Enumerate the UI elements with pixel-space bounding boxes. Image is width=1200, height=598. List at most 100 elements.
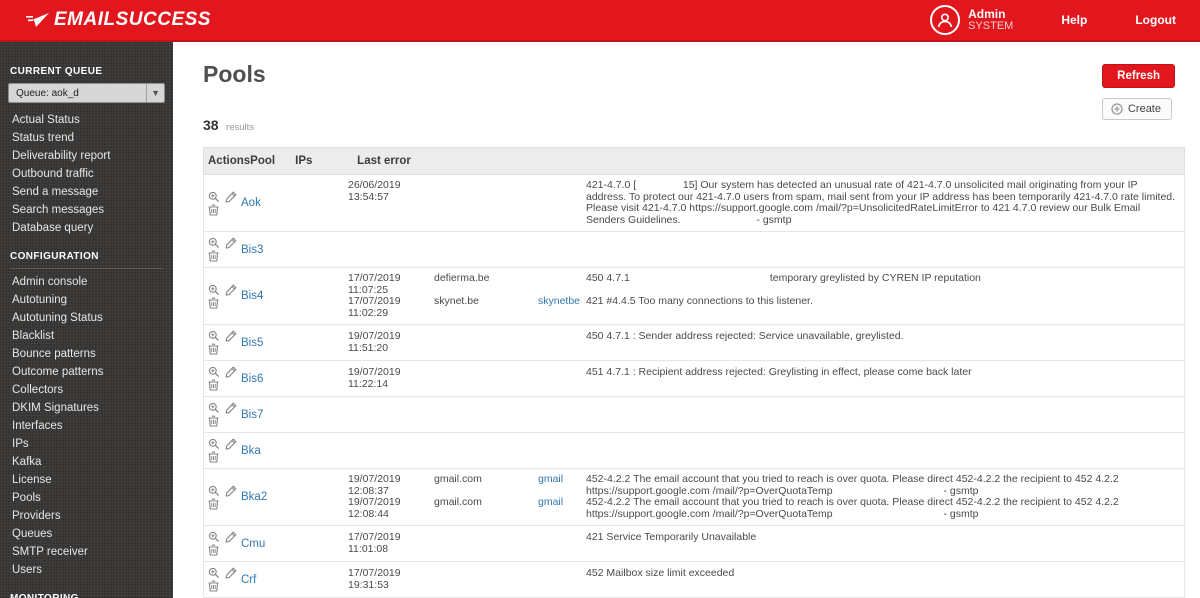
edit-icon[interactable] bbox=[225, 402, 238, 414]
sidebar-item-queues[interactable]: Queues bbox=[12, 528, 53, 540]
pool-link[interactable]: Crf bbox=[241, 573, 257, 586]
sidebar-item-providers[interactable]: Providers bbox=[12, 510, 61, 522]
provider-link[interactable]: skynetbe bbox=[538, 295, 581, 307]
error-domain: gmail.com bbox=[434, 496, 482, 508]
delete-icon[interactable] bbox=[208, 204, 221, 216]
results-summary: 38 results bbox=[203, 117, 1185, 135]
zoom-icon[interactable] bbox=[208, 567, 221, 579]
error-line: 17/07/2019 11:07:25 defierma.be 450 4.7.1 … bbox=[348, 272, 1178, 296]
pool-cell: Bis6 bbox=[241, 373, 286, 385]
last-error-cell: 17/07/2019 11:07:25 defierma.be 450 4.7.1 … bbox=[348, 272, 1184, 319]
sidebar-item-send-a-message[interactable]: Send a message bbox=[12, 186, 99, 198]
pool-link[interactable]: Bis7 bbox=[241, 408, 264, 421]
sidebar-item-dkim-signatures[interactable]: DKIM Signatures bbox=[12, 402, 99, 414]
pool-link[interactable]: Bis6 bbox=[241, 372, 264, 385]
help-link[interactable]: Help bbox=[1061, 13, 1088, 27]
provider-link[interactable]: gmail bbox=[538, 496, 564, 508]
table-body: Aok 26/06/2019 13:54:57 421-4.7.0 [ 15] Ou… bbox=[203, 175, 1185, 598]
sidebar-item-deliverability-report[interactable]: Deliverability report bbox=[12, 150, 111, 162]
sidebar-item-autotuning-status[interactable]: Autotuning Status bbox=[12, 312, 103, 324]
pool-link[interactable]: Bka bbox=[241, 444, 261, 457]
delete-icon[interactable] bbox=[208, 250, 221, 262]
delete-icon[interactable] bbox=[208, 580, 221, 592]
pool-link[interactable]: Bka2 bbox=[241, 491, 268, 503]
sidebar-item-bounce-patterns[interactable]: Bounce patterns bbox=[12, 348, 96, 360]
brand-name: EMAILSUCCESS bbox=[54, 9, 211, 30]
delete-icon[interactable] bbox=[208, 498, 221, 510]
edit-icon[interactable] bbox=[225, 567, 238, 579]
pool-link[interactable]: Aok bbox=[241, 197, 261, 209]
edit-icon[interactable] bbox=[225, 190, 238, 203]
table-row: Cmu 17/07/2019 11:01:08 421 Service Tempor… bbox=[204, 526, 1184, 562]
edit-icon[interactable] bbox=[225, 237, 238, 249]
zoom-icon[interactable] bbox=[208, 284, 221, 296]
pool-cell: Bis3 bbox=[241, 244, 286, 256]
queue-selector[interactable]: Queue: aok_d ▼ bbox=[8, 83, 165, 103]
zoom-icon[interactable] bbox=[208, 237, 221, 249]
pool-link[interactable]: Bis5 bbox=[241, 336, 264, 349]
create-button[interactable]: Create bbox=[1101, 98, 1172, 120]
sidebar-item-kafka[interactable]: Kafka bbox=[12, 456, 42, 468]
zoom-icon[interactable] bbox=[208, 330, 221, 342]
sidebar-item-search-messages[interactable]: Search messages bbox=[12, 204, 105, 216]
zoom-icon[interactable] bbox=[208, 191, 221, 203]
pool-link[interactable]: Cmu bbox=[241, 537, 266, 550]
logout-link[interactable]: Logout bbox=[1135, 13, 1176, 27]
sidebar-item-database-query[interactable]: Database query bbox=[12, 222, 94, 234]
paper-plane-icon bbox=[26, 13, 49, 27]
sidebar: CURRENT QUEUE Queue: aok_d ▼ Actual Stat… bbox=[0, 42, 173, 598]
sidebar-item-blacklist[interactable]: Blacklist bbox=[12, 330, 55, 342]
delete-icon[interactable] bbox=[208, 415, 221, 427]
edit-icon[interactable] bbox=[225, 531, 238, 543]
error-message: 452-4.2.2 The email account that you tri… bbox=[586, 473, 1122, 497]
row-actions bbox=[204, 567, 241, 592]
row-actions bbox=[204, 484, 241, 510]
user-avatar-icon[interactable] bbox=[930, 5, 961, 35]
sidebar-item-outcome-patterns[interactable]: Outcome patterns bbox=[12, 366, 104, 378]
zoom-icon[interactable] bbox=[208, 438, 221, 450]
edit-icon[interactable] bbox=[225, 438, 238, 450]
row-action-icons bbox=[208, 567, 241, 592]
error-timestamp: 17/07/2019 19:31:53 bbox=[348, 567, 401, 591]
delete-icon[interactable] bbox=[208, 451, 221, 463]
sidebar-section-monitoring: MONITORING Errors bbox=[0, 593, 173, 598]
sidebar-item-pools[interactable]: Pools bbox=[12, 492, 41, 504]
zoom-icon[interactable] bbox=[208, 485, 221, 497]
sidebar-item-interfaces[interactable]: Interfaces bbox=[12, 420, 63, 432]
sidebar-section-label: MONITORING bbox=[10, 593, 163, 598]
sidebar-item-actual-status[interactable]: Actual Status bbox=[12, 114, 80, 126]
delete-icon[interactable] bbox=[208, 297, 221, 309]
sidebar-item-autotuning[interactable]: Autotuning bbox=[12, 294, 67, 306]
edit-icon[interactable] bbox=[225, 283, 238, 296]
refresh-button[interactable]: Refresh bbox=[1102, 64, 1175, 88]
zoom-icon[interactable] bbox=[208, 402, 221, 414]
last-error-cell: 19/07/2019 11:22:14 451 4.7.1 : Recipient… bbox=[348, 366, 1184, 390]
table-row: Crf 17/07/2019 19:31:53 452 Mailbox size l… bbox=[204, 562, 1184, 598]
delete-icon[interactable] bbox=[208, 379, 221, 391]
sidebar-item-outbound-traffic[interactable]: Outbound traffic bbox=[12, 168, 94, 180]
user-identity[interactable]: Admin SYSTEM bbox=[968, 8, 1013, 32]
table-header: Actions Pool IPs Last error bbox=[203, 147, 1185, 175]
row-action-icons bbox=[208, 438, 241, 463]
pool-link[interactable]: Bis3 bbox=[241, 243, 264, 256]
sidebar-item-ips[interactable]: IPs bbox=[12, 438, 29, 450]
zoom-icon[interactable] bbox=[208, 531, 221, 543]
sidebar-item-license[interactable]: License bbox=[12, 474, 52, 486]
edit-icon[interactable] bbox=[225, 330, 238, 342]
sidebar-item-smtp-receiver[interactable]: SMTP receiver bbox=[12, 546, 88, 558]
sidebar-section-configuration: CONFIGURATION Admin console Autotuning Aut… bbox=[0, 251, 173, 579]
edit-icon[interactable] bbox=[225, 366, 238, 378]
sidebar-item-status-trend[interactable]: Status trend bbox=[12, 132, 75, 144]
edit-icon[interactable] bbox=[225, 484, 238, 497]
pool-link[interactable]: Bis4 bbox=[241, 290, 264, 302]
zoom-icon[interactable] bbox=[208, 366, 221, 378]
provider-link[interactable]: gmail bbox=[538, 473, 564, 485]
delete-icon[interactable] bbox=[208, 544, 221, 556]
sidebar-item-users[interactable]: Users bbox=[12, 564, 43, 576]
error-message: 421 Service Temporarily Unavailable bbox=[586, 531, 757, 543]
sidebar-item-collectors[interactable]: Collectors bbox=[12, 384, 64, 396]
row-action-icons bbox=[208, 330, 241, 355]
delete-icon[interactable] bbox=[208, 343, 221, 355]
sidebar-item-admin-console[interactable]: Admin console bbox=[12, 276, 88, 288]
chevron-down-icon: ▼ bbox=[146, 84, 164, 102]
